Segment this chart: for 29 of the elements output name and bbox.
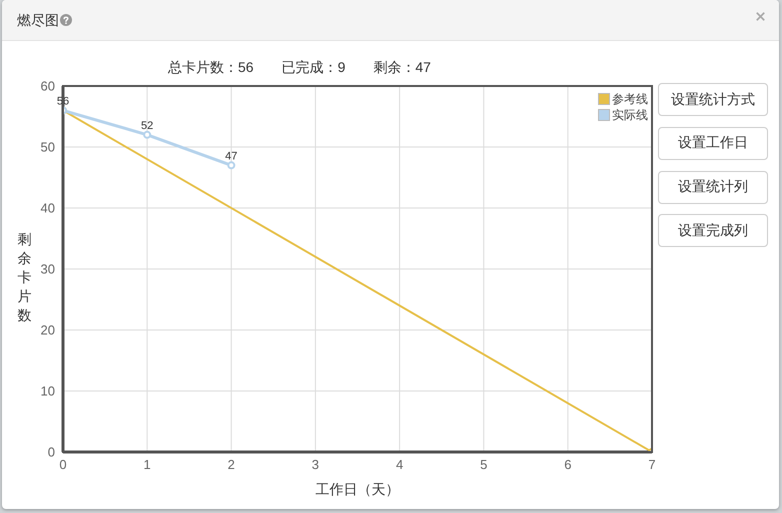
legend-label: 参考线 (612, 91, 648, 107)
data-label: 52 (141, 120, 154, 132)
y-tick-label: 0 (48, 444, 55, 460)
text: 剩余：47 (373, 59, 431, 75)
x-tick-label: 6 (564, 457, 572, 472)
button: 设置完成列 (658, 214, 768, 248)
button: 设置工作日 (658, 126, 768, 160)
text: 总卡片数：56 (168, 59, 254, 75)
chart-title: 燃尽图 (17, 11, 59, 29)
y-tick-label: 60 (40, 78, 55, 94)
button: 设置统计方式 (658, 83, 768, 116)
x-tick-label: 2 (228, 457, 235, 472)
y-tick-label: 10 (40, 384, 55, 399)
button: 设置统计列 (658, 170, 768, 204)
y-tick-label: 50 (40, 140, 55, 155)
x-tick-label: 0 (59, 457, 67, 472)
x-axis-title: 工作日（天） (316, 481, 400, 497)
x-tick-label: 3 (312, 457, 320, 472)
x-tick-label: 1 (144, 457, 151, 472)
text: 已完成：9 (282, 59, 346, 75)
x-tick-label: 4 (396, 457, 404, 472)
y-axis-title: 剩余卡片数 (17, 230, 32, 325)
data-label: 47 (225, 150, 238, 162)
legend-label: 实际线 (612, 107, 648, 123)
y-tick-label: 40 (40, 200, 55, 216)
y-tick-label: 20 (40, 322, 55, 338)
y-tick-label: 30 (40, 262, 55, 277)
x-tick-label: 7 (648, 457, 656, 472)
x-tick-label: 5 (480, 457, 488, 472)
